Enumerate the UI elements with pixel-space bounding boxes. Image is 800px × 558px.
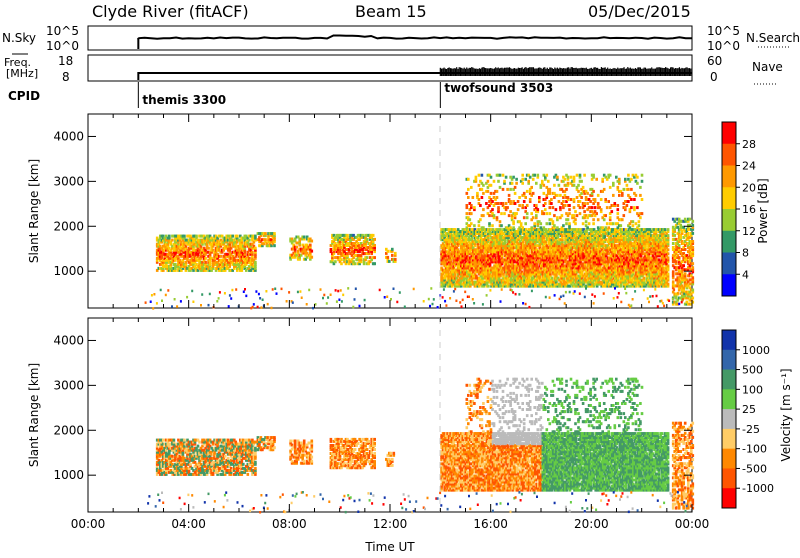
nsearch-label: N.Search (746, 31, 800, 45)
nsky-trace (138, 36, 692, 50)
freq-tick-top: 18 (58, 54, 73, 68)
range-gate-cell (195, 235, 198, 238)
nsky-tick-bottom: 10^0 (46, 39, 79, 53)
range-gate-cell (236, 235, 239, 238)
range-gate-cell (311, 240, 314, 243)
range-gate-cell (219, 255, 222, 258)
range-gate-cell (251, 251, 254, 254)
range-gate-cell (273, 232, 276, 235)
range-gate-cell (388, 260, 391, 263)
range-gate-cell (295, 246, 298, 249)
nsearch-tick-top: 10^5 (707, 24, 740, 38)
range-gate-cell (171, 239, 174, 242)
range-gate-cell (373, 256, 376, 259)
range-gate-cell (373, 244, 376, 247)
cpid-label: CPID (8, 89, 40, 103)
range-gate-cell (254, 261, 257, 264)
range-gate-cell (264, 232, 267, 235)
nsearch-tick-bottom: 10^0 (707, 39, 740, 53)
range-gate-cell (231, 235, 234, 238)
range-gate-cell (391, 248, 394, 251)
range-gate-cell (248, 239, 251, 242)
range-gate-cell (366, 238, 369, 241)
range-gate-cell (394, 258, 397, 261)
range-gate-cell (168, 235, 171, 238)
nave-label: Nave (752, 60, 783, 74)
range-gate-cell (354, 262, 357, 265)
range-gate-cell (273, 244, 276, 247)
range-gate-cell (391, 254, 394, 257)
date-title: 05/Dec/2015 (588, 2, 691, 21)
range-gate-cell (309, 244, 312, 247)
cpid-mode-markers: themis 3300 twofsound 3503 (138, 81, 553, 108)
range-gate-cell (334, 260, 337, 263)
beam-title: Beam 15 (355, 2, 427, 21)
nave-tick-top: 60 (707, 54, 722, 68)
range-gate-cell (387, 256, 390, 259)
range-gate-cell (372, 234, 375, 237)
freq-panel: Freq. [MHz] 18 8 60 0 Nave (4, 54, 783, 84)
nave-tick-bottom: 0 (710, 70, 718, 84)
nsky-tick-top: 10^5 (46, 24, 79, 38)
range-gate-cell (264, 238, 267, 241)
range-gate-cell (204, 257, 207, 260)
range-gate-cell (551, 277, 554, 280)
range-gate-cell (254, 247, 257, 250)
range-gate-cell (643, 277, 646, 280)
nsky-panel: N.Sky 10^5 10^0 10^5 10^0 N.Search (2, 24, 800, 54)
range-gate-cell (254, 235, 257, 238)
range-gate-cell (387, 250, 390, 253)
station-title: Clyde River (fitACF) (92, 2, 249, 21)
range-gate-cell (207, 247, 210, 250)
range-gate-cell (394, 252, 397, 255)
cpid-mode-label: twofsound 3503 (444, 81, 553, 95)
range-gate-cell (346, 234, 349, 237)
nave-trace (440, 67, 690, 76)
cpid-row: CPID themis 3300 twofsound 3503 (8, 81, 553, 108)
freq-label-bottom: [MHz] (6, 67, 38, 80)
range-gate-cell (311, 256, 314, 259)
range-gate-cell (311, 250, 314, 253)
range-gate-cell (487, 285, 490, 288)
cpid-mode-label: themis 3300 (142, 93, 226, 107)
range-gate-cell (340, 262, 343, 265)
range-gate-cell (366, 256, 369, 259)
range-gate-cell (204, 261, 207, 264)
nsky-label: N.Sky (2, 31, 36, 45)
range-gate-cell (183, 235, 186, 238)
range-gate-cell (373, 262, 376, 265)
range-gate-cell (373, 238, 376, 241)
range-gate-cell (330, 248, 333, 251)
freq-tick-bottom: 8 (62, 70, 70, 84)
range-gate-cell (340, 258, 343, 261)
range-gate-cell (303, 236, 306, 239)
